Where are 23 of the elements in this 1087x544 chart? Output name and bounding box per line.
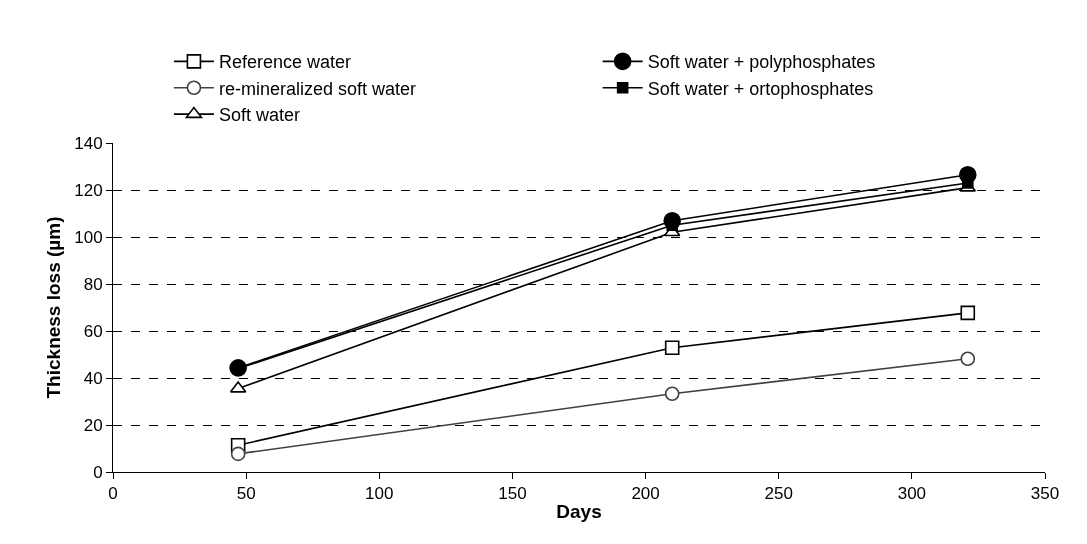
legend-label: Reference water [218, 52, 351, 73]
x-tick-label: 200 [631, 484, 660, 504]
y-tick-label: 100 [74, 227, 103, 247]
legend-label: Soft water + ortophosphates [647, 78, 874, 99]
y-tick-label: 140 [74, 133, 103, 153]
y-tick-label: 0 [93, 462, 103, 482]
x-tick-label: 0 [108, 484, 118, 504]
y-axis-title: Thickness loss (µm) [43, 216, 65, 399]
x-axis-title: Days [556, 501, 602, 523]
x-tick-label: 350 [1030, 484, 1060, 504]
x-tick-label: 300 [897, 484, 927, 504]
x-tick-label: 100 [365, 484, 394, 504]
x-tick-label: 150 [498, 484, 527, 504]
legend-label: Soft water [218, 105, 300, 126]
x-tick-label: 250 [764, 484, 793, 504]
legend-label: Soft water + polyphosphates [647, 52, 876, 73]
y-tick-label: 60 [83, 321, 103, 341]
y-tick-label: 20 [83, 415, 103, 435]
x-tick-label: 50 [236, 484, 256, 504]
y-tick-label: 80 [83, 274, 103, 294]
y-tick-label: 40 [83, 368, 103, 388]
legend-label: re-mineralized soft water [218, 78, 416, 99]
y-tick-label: 120 [74, 180, 103, 200]
